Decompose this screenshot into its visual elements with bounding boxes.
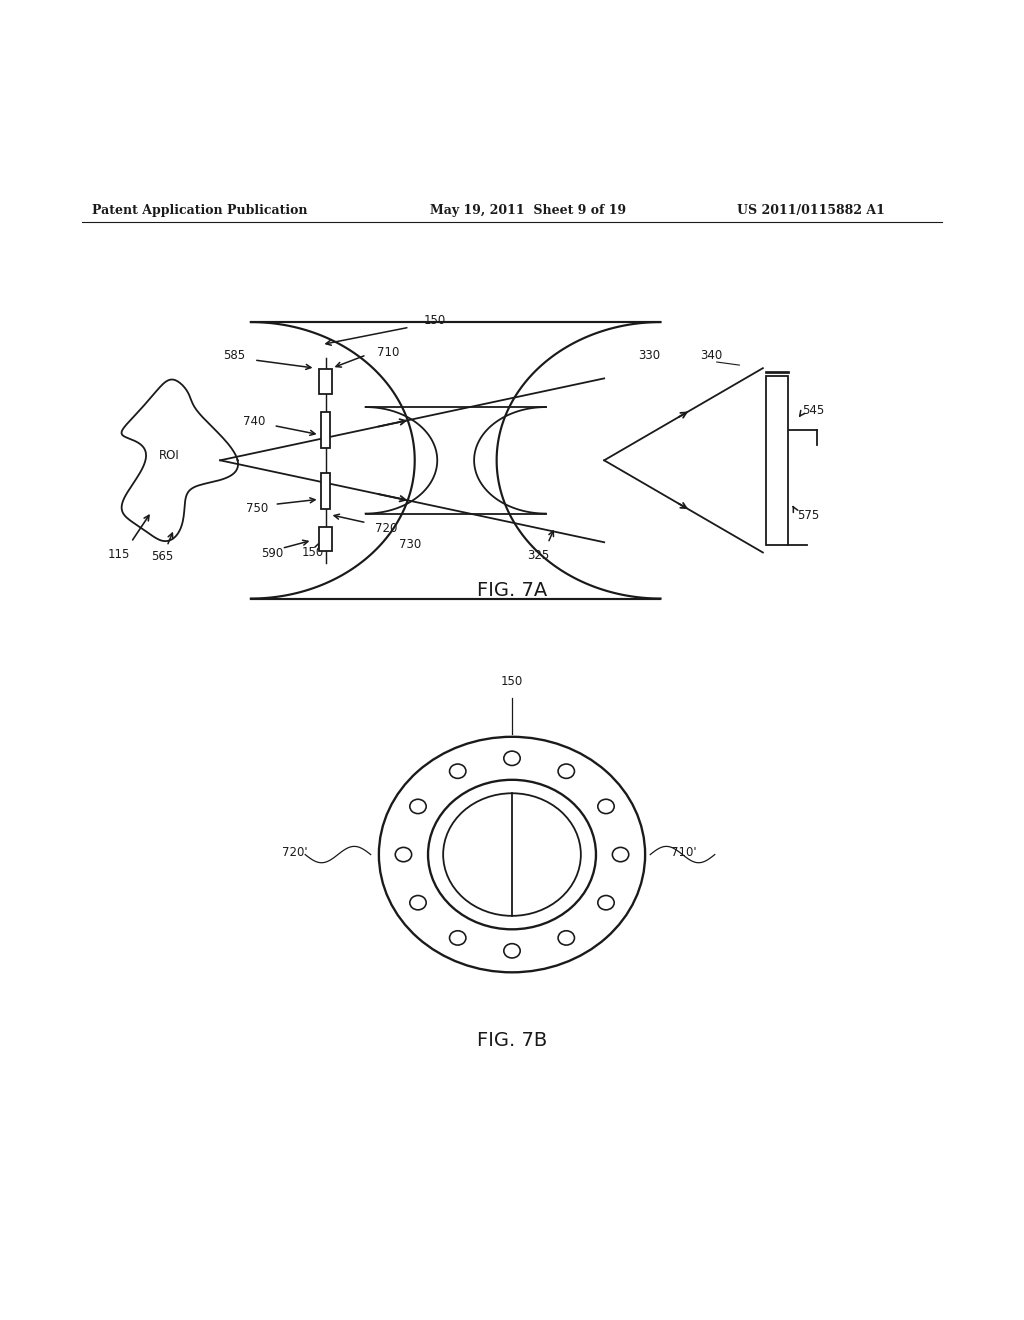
Text: 150: 150 <box>301 546 324 558</box>
Text: US 2011/0115882 A1: US 2011/0115882 A1 <box>737 205 885 218</box>
Text: Patent Application Publication: Patent Application Publication <box>92 205 307 218</box>
Text: 710': 710' <box>671 846 696 859</box>
Bar <box>319 370 332 393</box>
Text: 150: 150 <box>501 675 523 688</box>
Text: 750: 750 <box>246 502 268 515</box>
Text: May 19, 2011  Sheet 9 of 19: May 19, 2011 Sheet 9 of 19 <box>430 205 627 218</box>
Text: 150: 150 <box>424 314 446 326</box>
Bar <box>319 527 332 552</box>
Text: 590: 590 <box>261 546 284 560</box>
Text: 115: 115 <box>108 548 130 561</box>
Text: 730: 730 <box>399 537 422 550</box>
Text: FIG. 7B: FIG. 7B <box>477 1031 547 1051</box>
Ellipse shape <box>443 793 581 916</box>
Text: 710: 710 <box>377 346 399 359</box>
Text: 740: 740 <box>243 414 265 428</box>
Text: FIG. 7A: FIG. 7A <box>477 581 547 599</box>
Text: 575: 575 <box>797 510 819 523</box>
Text: 720': 720' <box>282 846 307 859</box>
Text: 720: 720 <box>375 523 397 536</box>
Text: 330: 330 <box>638 350 660 363</box>
Bar <box>322 473 330 510</box>
Text: 565: 565 <box>152 550 174 564</box>
Text: 340: 340 <box>700 350 723 363</box>
Bar <box>766 376 788 545</box>
Text: 585: 585 <box>223 350 246 363</box>
Bar <box>322 412 330 447</box>
Text: 325: 325 <box>527 549 550 562</box>
Text: 545: 545 <box>802 404 824 417</box>
Text: ROI: ROI <box>159 449 179 462</box>
